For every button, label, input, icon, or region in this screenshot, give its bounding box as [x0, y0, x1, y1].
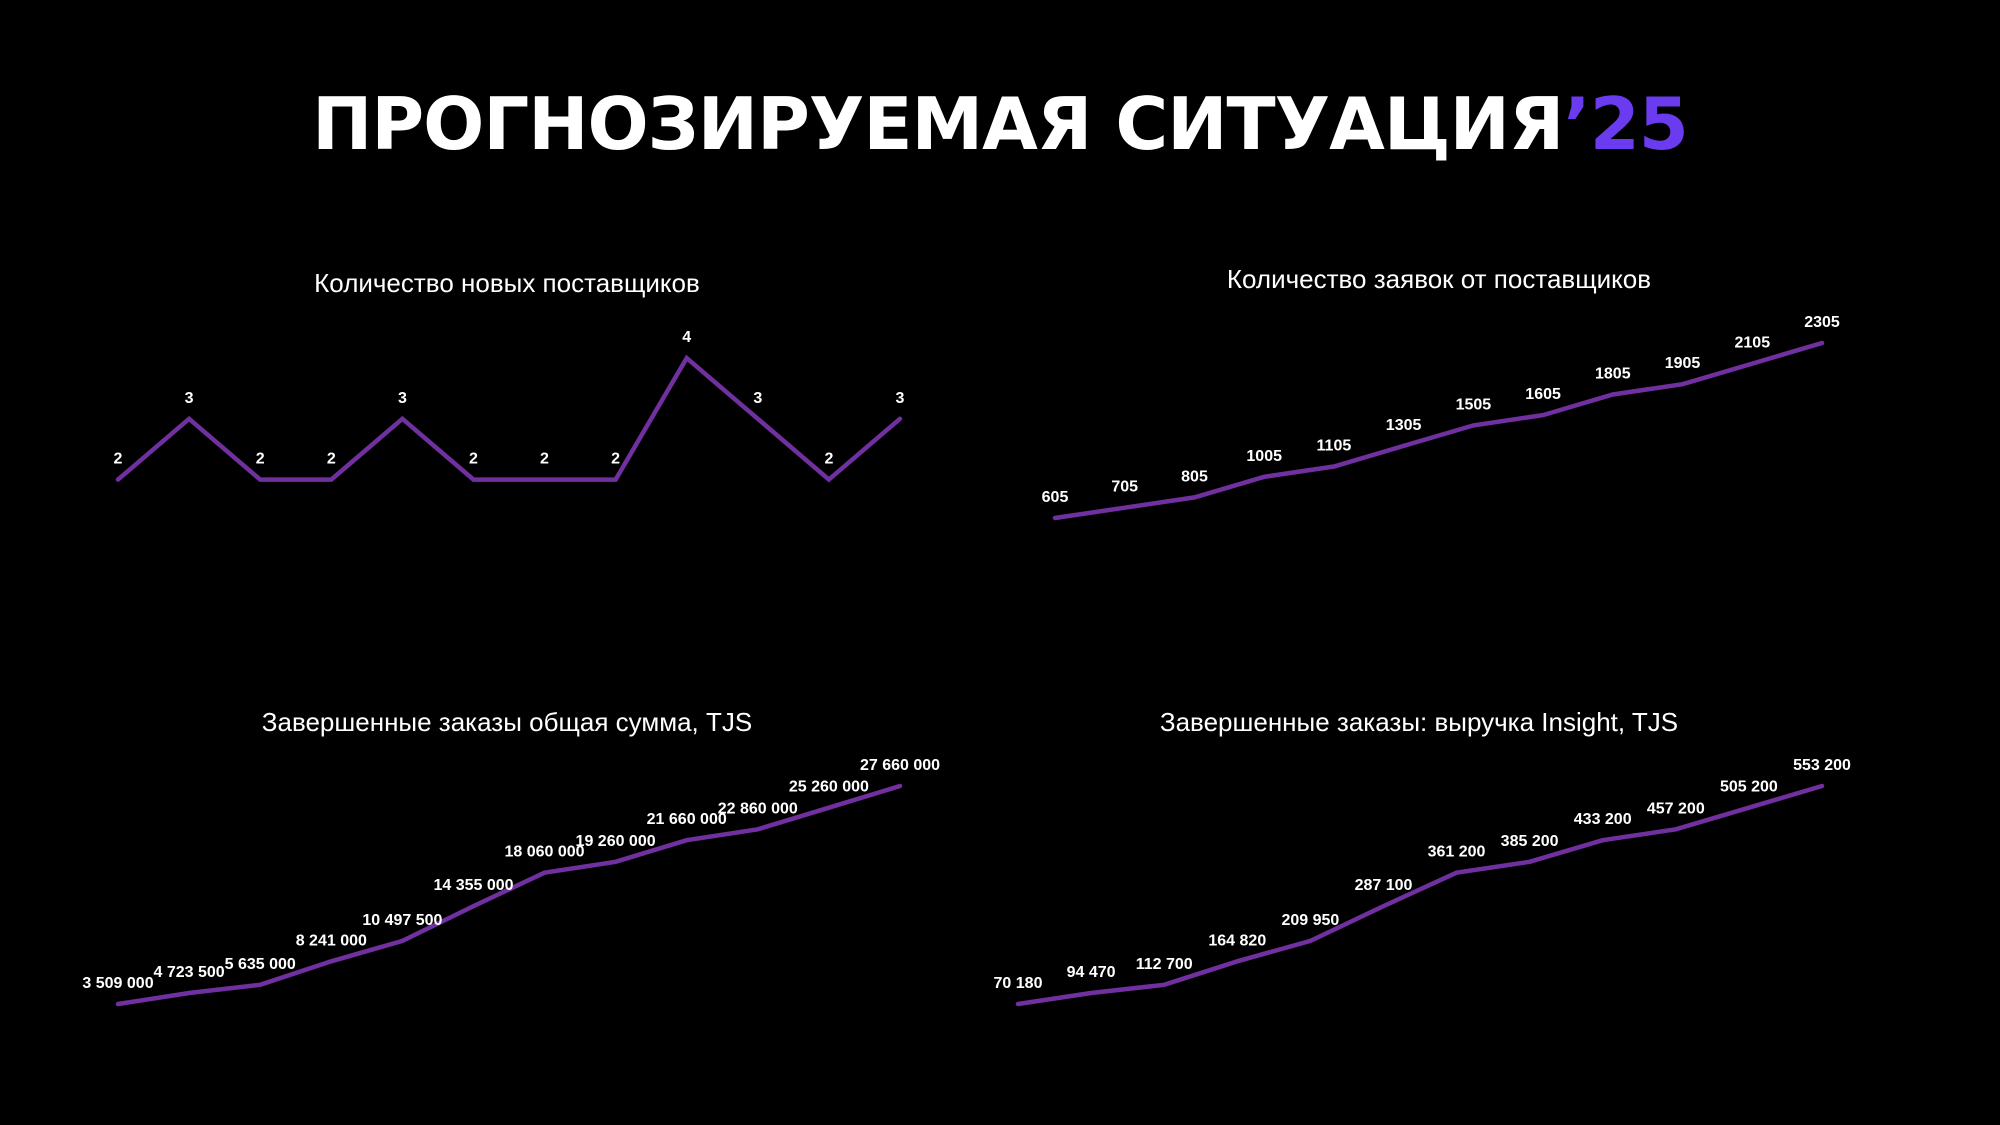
data-label-new-suppliers-7: 2 [611, 451, 620, 468]
data-label-supplier-requests-11: 2305 [1804, 314, 1840, 331]
data-label-new-suppliers-4: 3 [398, 390, 407, 407]
data-label-new-suppliers-10: 2 [824, 451, 833, 468]
data-label-new-suppliers-3: 2 [327, 451, 336, 468]
data-label-supplier-requests-3: 1005 [1246, 448, 1282, 465]
series-line-supplier-requests [1052, 340, 1825, 521]
data-label-new-suppliers-9: 3 [753, 390, 762, 407]
data-label-orders-revenue-6: 361 200 [1428, 844, 1486, 861]
page-title-year: ’25 [1563, 82, 1689, 166]
data-label-orders-total-3: 8 241 000 [296, 932, 367, 949]
data-label-orders-revenue-1: 94 470 [1067, 964, 1116, 981]
page-title: ПРОГНОЗИРУЕМАЯ СИТУАЦИЯ’25 [0, 82, 2000, 166]
chart-title-orders-total: Завершенные заказы общая сумма, TJS [261, 707, 753, 737]
data-label-orders-revenue-0: 70 180 [994, 975, 1043, 992]
data-label-orders-total-1: 4 723 500 [154, 964, 225, 981]
data-label-new-suppliers-1: 3 [185, 390, 194, 407]
chart-title-orders-revenue: Завершенные заказы: выручка Insight, TJS [1159, 707, 1679, 737]
data-label-orders-total-4: 10 497 500 [362, 912, 442, 929]
data-label-supplier-requests-1: 705 [1111, 479, 1138, 496]
chart-title-new-suppliers: Количество новых поставщиков [314, 268, 700, 298]
data-label-orders-total-6: 18 060 000 [504, 844, 584, 861]
data-label-orders-revenue-2: 112 700 [1136, 956, 1193, 973]
data-label-orders-revenue-10: 505 200 [1720, 779, 1778, 796]
data-label-new-suppliers-2: 2 [256, 451, 265, 468]
data-label-supplier-requests-2: 805 [1181, 468, 1208, 485]
data-label-supplier-requests-4: 1105 [1317, 438, 1352, 455]
data-label-orders-total-0: 3 509 000 [82, 975, 153, 992]
data-label-orders-total-9: 22 860 000 [718, 800, 798, 817]
data-label-orders-total-8: 21 660 000 [647, 811, 727, 828]
data-label-orders-total-11: 27 660 000 [860, 757, 940, 774]
data-label-orders-total-5: 14 355 000 [433, 877, 513, 894]
data-label-supplier-requests-5: 1305 [1386, 417, 1422, 434]
series-line-new-suppliers [115, 354, 903, 483]
series-line-orders-revenue [1015, 783, 1825, 1007]
data-label-supplier-requests-8: 1805 [1595, 366, 1631, 383]
data-label-orders-revenue-11: 553 200 [1793, 757, 1851, 774]
data-label-supplier-requests-9: 1905 [1665, 355, 1701, 372]
page-title-main: ПРОГНОЗИРУЕМАЯ СИТУАЦИЯ [312, 82, 1564, 166]
chart-title-supplier-requests: Количество заявок от поставщиков [1226, 264, 1652, 294]
data-label-orders-revenue-4: 209 950 [1281, 912, 1339, 929]
data-label-new-suppliers-11: 3 [896, 390, 905, 407]
data-label-supplier-requests-7: 1605 [1525, 386, 1561, 403]
data-label-new-suppliers-0: 2 [114, 451, 123, 468]
data-label-orders-revenue-9: 457 200 [1647, 800, 1705, 817]
data-label-supplier-requests-0: 605 [1042, 489, 1069, 506]
data-label-new-suppliers-6: 2 [540, 451, 549, 468]
data-label-orders-total-7: 19 260 000 [576, 833, 656, 850]
data-label-orders-revenue-5: 287 100 [1355, 877, 1413, 894]
data-label-supplier-requests-6: 1505 [1456, 396, 1492, 413]
data-label-orders-revenue-3: 164 820 [1208, 932, 1266, 949]
data-label-orders-revenue-7: 385 200 [1501, 833, 1559, 850]
data-label-orders-revenue-8: 433 200 [1574, 811, 1632, 828]
data-label-new-suppliers-5: 2 [469, 451, 478, 468]
series-line-orders-total [115, 783, 903, 1007]
data-label-new-suppliers-8: 4 [682, 329, 691, 346]
data-label-orders-total-10: 25 260 000 [789, 779, 869, 796]
data-label-supplier-requests-10: 2105 [1735, 335, 1771, 352]
data-label-orders-total-2: 5 635 000 [225, 956, 296, 973]
